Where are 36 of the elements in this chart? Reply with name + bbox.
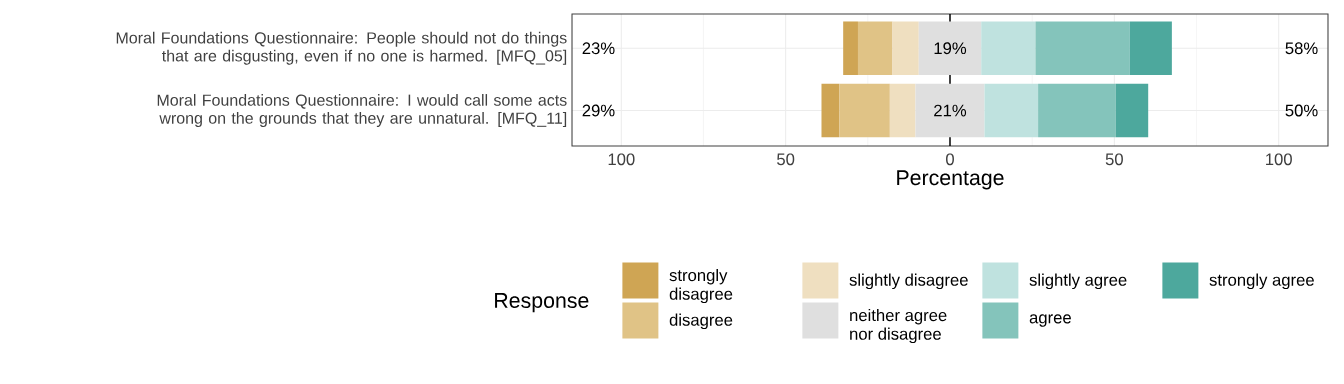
bar xyxy=(1115,83,1149,138)
annotation: 29% xyxy=(582,104,615,117)
legend-title: Response xyxy=(495,293,589,313)
annotation: 23% xyxy=(582,42,615,55)
bar xyxy=(889,83,916,138)
x-tick-label: 100 xyxy=(608,153,635,166)
x-tick-label: 50 xyxy=(1105,153,1123,166)
data-label: 21% xyxy=(934,104,967,117)
y-tick-label: Moral Foundations Questionnaire: People should not do things that are disgusting, even if no one is harmed. [MFQ_05] xyxy=(116,31,567,65)
legend-label: neither agree nor disagree xyxy=(850,308,947,344)
bar xyxy=(984,83,1039,138)
annotation: 50% xyxy=(1285,104,1318,117)
legend-label: disagree xyxy=(669,313,733,330)
bar xyxy=(843,21,858,76)
bar xyxy=(981,21,1036,76)
annotation: 58% xyxy=(1285,42,1318,55)
bar xyxy=(1129,21,1172,76)
x-tick-label: 100 xyxy=(1266,153,1292,166)
legend-label: slightly agree xyxy=(1029,273,1127,290)
bar xyxy=(892,21,919,76)
x-tick-label: 50 xyxy=(777,153,795,166)
bar xyxy=(918,21,982,76)
legend-label: strongly disagree xyxy=(669,268,733,304)
legend-label: strongly agree xyxy=(1209,273,1314,290)
legend-label: slightly disagree xyxy=(849,273,968,290)
bar xyxy=(1035,21,1130,76)
x-axis-title: Percentage xyxy=(897,170,1004,190)
bar xyxy=(1038,83,1116,138)
bar xyxy=(857,21,893,76)
y-tick-label: Moral Foundations Questionnaire: I would call some acts wrong on the grounds that they are unnatural. [MFQ_11] xyxy=(157,94,567,127)
legend-label: agree xyxy=(1029,314,1071,327)
x-tick-label: 0 xyxy=(946,153,954,166)
bar xyxy=(915,83,985,138)
bar xyxy=(839,83,890,138)
data-label: 19% xyxy=(934,42,967,55)
bar xyxy=(821,83,840,138)
